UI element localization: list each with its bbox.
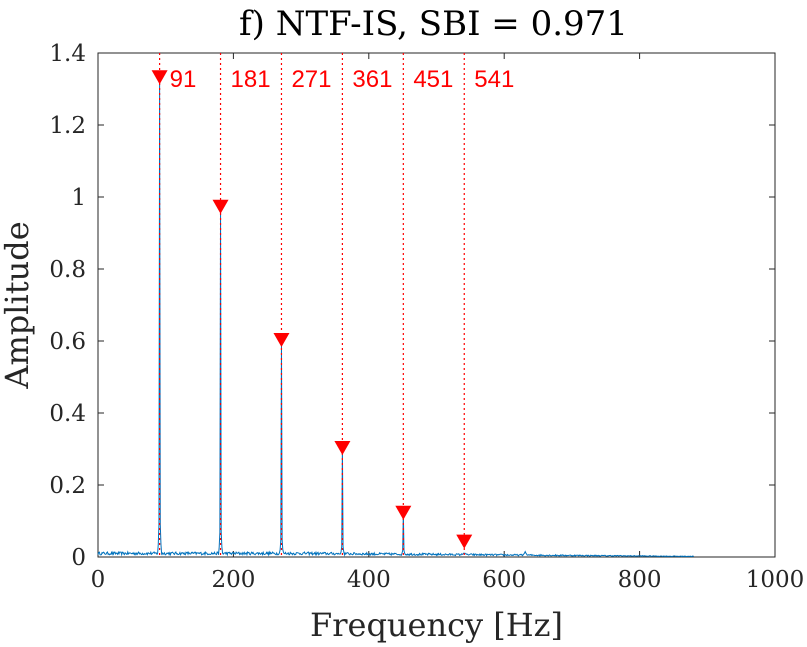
plot-area	[97, 52, 776, 558]
harmonic-label: 181	[231, 66, 271, 93]
y-tick-label: 1.2	[49, 113, 86, 139]
y-tick-label: 1	[71, 185, 86, 211]
y-tick-label: 0.4	[49, 401, 86, 427]
y-tick-label: 0.6	[49, 329, 86, 355]
harmonic-label: 451	[413, 66, 453, 93]
x-tick-label: 200	[211, 567, 255, 593]
x-tick-label: 0	[91, 567, 106, 593]
harmonic-marker	[395, 505, 412, 520]
harmonic-marker	[456, 534, 473, 549]
x-tick-label: 600	[482, 567, 526, 593]
harmonic-label: 541	[474, 66, 514, 93]
harmonic-label: 271	[291, 66, 331, 93]
x-tick-label: 1000	[746, 567, 805, 593]
harmonic-marker	[273, 333, 290, 347]
harmonic-marker	[151, 70, 168, 85]
y-tick-label: 0	[71, 545, 86, 571]
harmonic-marker	[334, 441, 351, 455]
x-tick-label: 400	[347, 567, 391, 593]
harmonic-label: 91	[170, 66, 197, 93]
harmonic-marker	[212, 199, 229, 214]
y-axis-label: Amplitude	[0, 221, 36, 389]
y-tick-label: 1.4	[49, 41, 86, 67]
spectrum-line	[97, 78, 694, 558]
chart-title: f) NTF-IS, SBI = 0.971	[239, 4, 628, 44]
x-tick-label: 800	[618, 567, 662, 593]
y-tick-label: 0.2	[49, 473, 86, 499]
harmonic-label: 361	[352, 66, 392, 93]
x-axis-label: Frequency [Hz]	[310, 606, 563, 644]
y-tick-label: 0.8	[49, 257, 86, 283]
